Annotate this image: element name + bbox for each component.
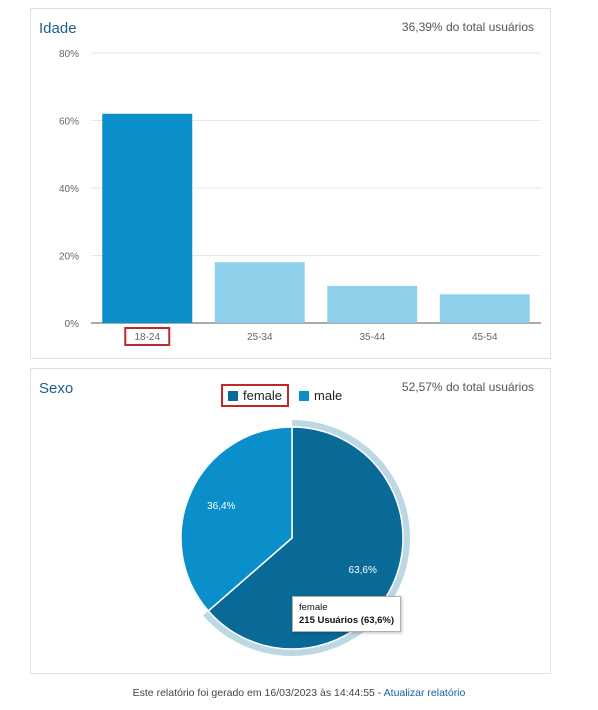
age-bar-chart: 0% 20% 40% 60% 80% 18-24 25-34 35-44 45-54 <box>59 49 541 346</box>
age-card: Idade 36,39% do total usuários 0% 20% 40% 6… <box>30 8 551 359</box>
legend-swatch-female <box>228 390 238 401</box>
highlight-box <box>124 327 171 346</box>
sex-pie-chart: 63,6% 36,4% <box>180 420 411 656</box>
x-tick-label: 18-24 <box>134 332 160 343</box>
x-tick-label: 35-44 <box>359 332 385 343</box>
y-tick-label: 0% <box>65 319 80 330</box>
tooltip-label: female <box>299 602 328 613</box>
footer-text: Este relatório foi gerado em 16/03/2023 … <box>132 687 384 699</box>
y-tick-label: 60% <box>59 117 79 128</box>
y-tick-label: 20% <box>59 252 79 263</box>
legend-swatch-male <box>299 390 310 401</box>
bar-45-54[interactable] <box>439 294 530 323</box>
bar-25-34[interactable] <box>214 262 305 323</box>
report-footer: Este relatório foi gerado em 16/03/2023 … <box>0 687 598 699</box>
slice-female[interactable] <box>207 426 404 650</box>
legend-item-male[interactable]: male <box>299 388 342 403</box>
legend-label-female: female <box>243 388 283 403</box>
sex-card-share: 52,57% do total usuários <box>401 380 534 394</box>
age-card-share: 36,39% do total usuários <box>401 20 534 34</box>
legend-item-female[interactable]: female <box>221 384 290 407</box>
y-tick-label: 40% <box>59 184 79 195</box>
tooltip-detail: 215 Usuários (63,6%) <box>299 615 395 626</box>
pie-tooltip: female 215 Usuários (63,6%) <box>292 596 402 632</box>
x-tick-label: 25-34 <box>247 332 273 343</box>
slice-male[interactable] <box>180 426 293 612</box>
sex-card-title: Sexo <box>39 380 74 397</box>
y-tick-label: 80% <box>59 49 79 60</box>
slice-value-label: 63,6% <box>349 565 377 576</box>
age-card-title: Idade <box>39 20 77 37</box>
x-tick-label: 45-54 <box>472 332 498 343</box>
slice-value-label: 36,4% <box>207 501 235 512</box>
sex-card: Sexo 52,57% do total usuários female mal… <box>30 368 551 674</box>
bar-18-24[interactable] <box>102 113 193 323</box>
legend-label-male: male <box>314 388 343 403</box>
bar-35-44[interactable] <box>327 285 418 323</box>
sex-legend: female male <box>221 384 352 407</box>
refresh-report-link[interactable]: Atualizar relatório <box>383 687 466 699</box>
